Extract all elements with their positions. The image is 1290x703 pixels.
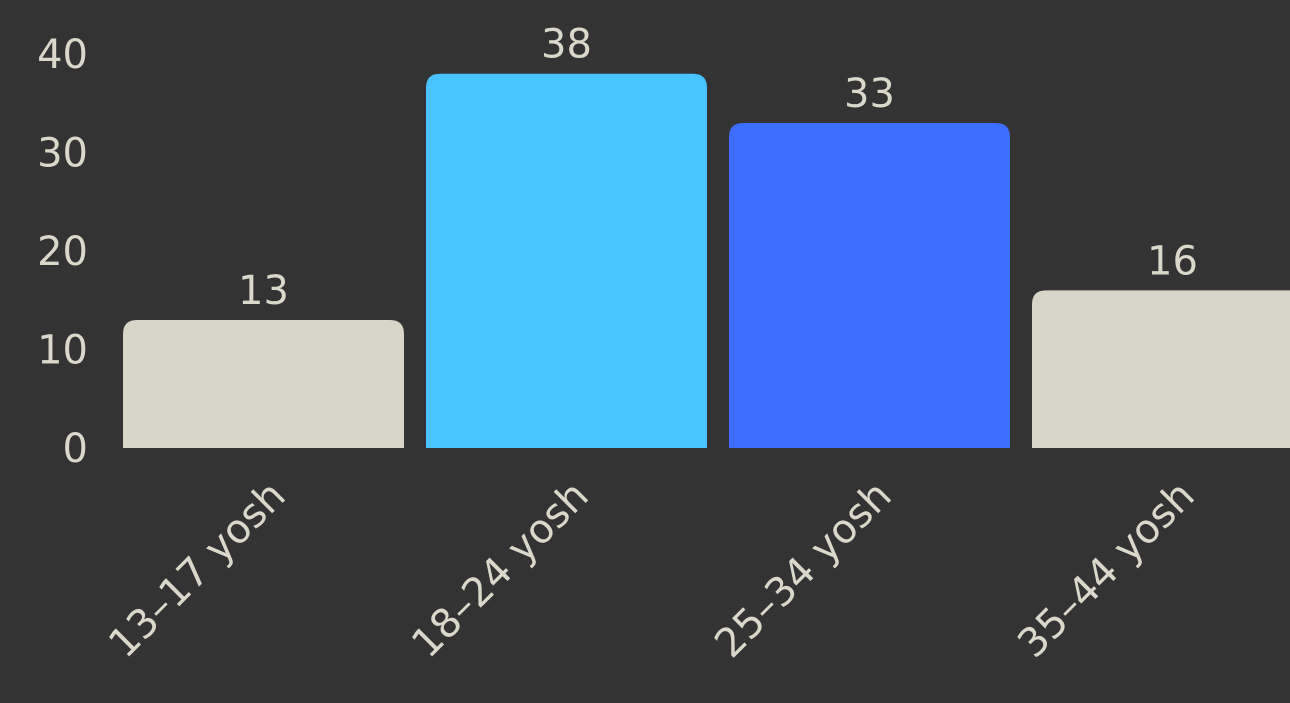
y-axis: 0 10 20 30 40 xyxy=(37,32,88,472)
bar-2 xyxy=(426,73,707,448)
bar-3 xyxy=(729,122,1010,448)
bar-value-label: 33 xyxy=(844,71,895,117)
y-tick-label: 10 xyxy=(37,328,88,374)
bar-value-label: 16 xyxy=(1147,238,1198,284)
y-tick-label: 40 xyxy=(37,32,88,78)
bars-group xyxy=(123,73,1290,448)
y-tick-label: 0 xyxy=(63,426,88,472)
value-labels-group: 13 38 33 16 xyxy=(238,22,1198,314)
bar-value-label: 13 xyxy=(238,268,289,314)
y-tick-label: 30 xyxy=(37,131,88,177)
bar-4 xyxy=(1032,290,1290,448)
y-tick-label: 20 xyxy=(37,229,88,275)
bar-value-label: 38 xyxy=(541,22,592,68)
bar-1 xyxy=(123,319,404,448)
